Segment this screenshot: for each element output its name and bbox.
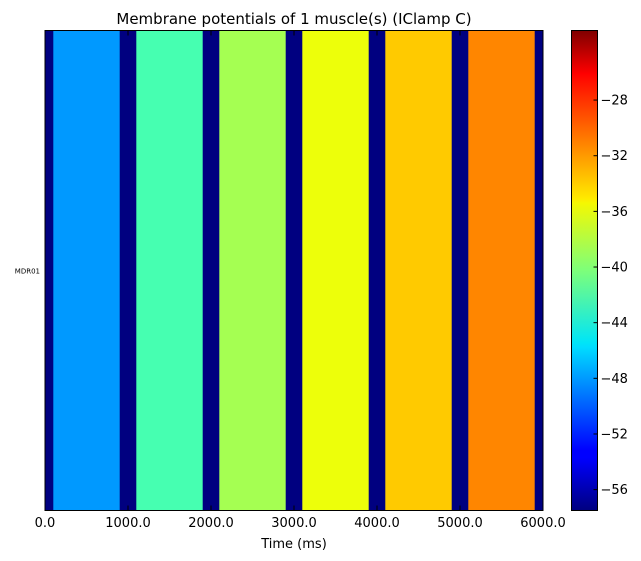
heatmap-cell xyxy=(302,30,370,511)
heatmap-cell xyxy=(219,30,287,511)
colorbar-tick-label: −52 xyxy=(601,428,628,443)
heatmap-cell xyxy=(534,30,544,511)
x-axis-label: Time (ms) xyxy=(260,537,327,552)
heatmap-cell xyxy=(451,30,469,511)
colorbar-ticks: −28 −32 −36 −40 −44 −48 −52 −56 xyxy=(593,94,628,498)
x-tick-label: 5000.0 xyxy=(437,516,483,531)
x-tick-label: 2000.0 xyxy=(188,516,234,531)
heatmap-cell xyxy=(119,30,137,511)
colorbar-tick-label: −40 xyxy=(601,261,628,276)
x-tick-label: 4000.0 xyxy=(354,516,400,531)
colorbar xyxy=(571,30,598,511)
colorbar-tick-label: −44 xyxy=(601,316,628,331)
heatmap-cell xyxy=(468,30,536,511)
x-tick-label: 3000.0 xyxy=(271,516,317,531)
heatmap-cell xyxy=(136,30,204,511)
colorbar-tick-label: −48 xyxy=(601,372,628,387)
x-tick-label: 0.0 xyxy=(35,516,56,531)
heatmap-cell xyxy=(45,30,54,511)
heatmap-cell xyxy=(285,30,303,511)
chart-title: Membrane potentials of 1 muscle(s) (ICla… xyxy=(116,10,471,28)
colorbar-tick-label: −36 xyxy=(601,205,628,220)
x-tick-label: 1000.0 xyxy=(105,516,151,531)
heatmap-cell xyxy=(202,30,220,511)
heatmap-cell xyxy=(53,30,58,511)
colorbar-tick-label: −56 xyxy=(601,483,628,498)
colorbar-tick-label: −28 xyxy=(601,94,628,109)
heatmap-cell xyxy=(57,30,121,511)
heatmap-cell xyxy=(368,30,386,511)
row-labels: MDR01 xyxy=(15,268,40,276)
colorbar-tick-label: −32 xyxy=(601,149,628,164)
plot-area xyxy=(45,30,544,511)
x-tick-label: 6000.0 xyxy=(520,516,566,531)
x-axis-ticks: 0.0 1000.0 2000.0 3000.0 4000.0 5000.0 6000.0 xyxy=(35,30,566,531)
row-label: MDR01 xyxy=(15,268,40,276)
heatmap-cell xyxy=(385,30,453,511)
